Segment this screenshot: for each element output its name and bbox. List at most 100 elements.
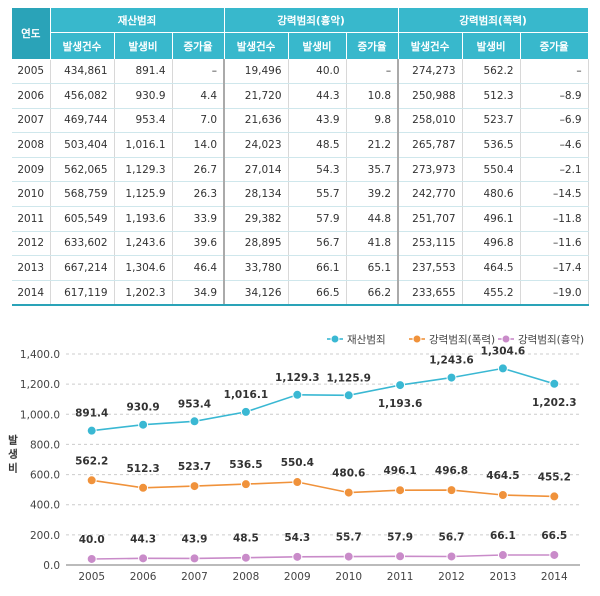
series-2-data-label: 66.5 xyxy=(541,530,567,542)
x-tick-label: 2014 xyxy=(541,571,568,583)
subheader-growth: 증가율 xyxy=(172,32,225,59)
series-1-point xyxy=(549,491,560,502)
table-cell: 56.7 xyxy=(288,231,347,257)
year-cell: 2013 xyxy=(12,255,51,281)
table-cell: 667,214 xyxy=(50,255,115,281)
series-2-data-label: 56.7 xyxy=(439,531,465,543)
table-cell: –14.5 xyxy=(520,181,589,208)
series-2-data-label: 54.3 xyxy=(284,532,310,544)
legend-marker-0 xyxy=(330,334,340,344)
series-1-data-label: 536.5 xyxy=(229,459,262,471)
table-cell: 40.0 xyxy=(288,59,347,85)
table-cell: 456,082 xyxy=(50,83,115,109)
table-subheader-row: 발생건수 발생비 증가율 발생건수 발생비 증가율 발생건수 발생비 증가율 xyxy=(12,32,589,59)
series-0-point xyxy=(497,363,508,374)
table-cell: 1,193.6 xyxy=(114,206,173,232)
y-axis-title-char: 발 xyxy=(8,434,18,447)
table-cell: 34,126 xyxy=(224,280,289,307)
year-cell: 2007 xyxy=(12,108,51,134)
series-2-point xyxy=(343,551,354,562)
table-row: 2013 667,214 1,304.6 46.4 33,780 66.1 65.1 237,… xyxy=(12,255,589,281)
series-0-data-label: 953.4 xyxy=(178,398,211,410)
table-row: 2014 617,119 1,202.3 34.9 34,126 66.5 66.2 233,… xyxy=(12,280,589,307)
x-tick-label: 2010 xyxy=(335,571,362,583)
table-cell: – xyxy=(520,59,589,85)
series-1-data-label: 464.5 xyxy=(486,470,519,482)
table-cell: 568,759 xyxy=(50,181,115,208)
series-1-data-label: 550.4 xyxy=(281,457,314,469)
series-0-point xyxy=(86,425,97,436)
table-cell: 274,273 xyxy=(398,59,463,85)
y-tick-label: 400.0 xyxy=(30,500,60,512)
table-cell: –11.6 xyxy=(520,231,589,257)
table-cell: –17.4 xyxy=(520,255,589,281)
table-cell: 27,014 xyxy=(224,157,289,183)
table-cell: – xyxy=(172,59,226,85)
table-cell: 44.8 xyxy=(346,206,400,232)
year-cell: 2005 xyxy=(12,59,51,85)
table-cell: 250,988 xyxy=(398,83,463,109)
table-row: 2005 434,861 891.4–19,496 40.0–274,273 562.2… xyxy=(12,59,589,85)
x-tick-label: 2006 xyxy=(130,571,157,583)
year-column-header: 연도 xyxy=(12,8,51,60)
table-cell: 1,125.9 xyxy=(114,181,173,208)
table-cell: 44.3 xyxy=(288,83,347,109)
series-1-point xyxy=(497,489,508,500)
year-cell: 2009 xyxy=(12,157,51,183)
legend-label-1: 강력범죄(폭력) xyxy=(429,334,495,346)
series-line-1 xyxy=(91,479,555,498)
table-row: 2010 568,759 1,125.9 26.3 28,134 55.7 39.2 242,… xyxy=(12,181,589,208)
table-cell: 10.8 xyxy=(346,83,400,109)
series-2-point xyxy=(446,551,457,562)
x-tick-label: 2007 xyxy=(181,571,208,583)
series-2-data-label: 66.1 xyxy=(490,530,516,542)
series-0-point xyxy=(138,419,149,430)
series-1-point xyxy=(395,485,406,496)
table-cell: 891.4 xyxy=(114,59,173,85)
series-0-point xyxy=(343,390,354,401)
series-1-point xyxy=(138,482,149,493)
table-cell: 26.3 xyxy=(172,181,226,208)
y-tick-label: 1,400.0 xyxy=(20,349,60,361)
series-2-point xyxy=(86,553,97,564)
legend-marker-2 xyxy=(501,334,511,344)
y-axis-title-char: 비 xyxy=(8,462,18,475)
subheader-rate: 발생비 xyxy=(288,32,347,59)
series-0-point xyxy=(292,389,303,400)
table-cell: 43.9 xyxy=(288,108,347,134)
table-cell: 21.2 xyxy=(346,132,400,158)
series-0-data-label: 1,016.1 xyxy=(224,389,269,401)
y-tick-label: 0.0 xyxy=(43,560,60,572)
table-cell: 265,787 xyxy=(398,132,463,158)
group-header-violent-assault: 강력범죄(폭력) xyxy=(398,8,589,33)
series-2-point xyxy=(138,553,149,564)
year-cell: 2012 xyxy=(12,231,51,257)
table-cell: 39.6 xyxy=(172,231,226,257)
table-cell: 54.3 xyxy=(288,157,347,183)
subheader-rate: 발생비 xyxy=(462,32,521,59)
table-cell: 251,707 xyxy=(398,206,463,232)
crime-rate-line-chart: 0.0 200.0 400.0 600.0 800.0 1,000.0 1,200.0 1,4… xyxy=(8,333,584,583)
y-tick-label: 600.0 xyxy=(30,470,60,482)
y-tick-label: 1,000.0 xyxy=(20,409,60,421)
group-header-violent-heinous: 강력범죄(흉악) xyxy=(224,8,399,33)
subheader-count: 발생건수 xyxy=(398,32,463,59)
table-cell: 536.5 xyxy=(462,132,521,158)
series-2-point xyxy=(292,551,303,562)
table-cell: 57.9 xyxy=(288,206,347,232)
series-2-point xyxy=(549,549,560,560)
table-row: 2008 503,404 1,016.1 14.0 24,023 48.5 21.2 265,… xyxy=(12,132,589,158)
table-cell: 562.2 xyxy=(462,59,521,85)
table-cell: 28,134 xyxy=(224,181,289,208)
series-1-point xyxy=(343,487,354,498)
series-0-data-label: 1,129.3 xyxy=(275,372,320,384)
y-axis-title-char: 생 xyxy=(8,448,18,461)
subheader-rate: 발생비 xyxy=(114,32,173,59)
series-1-data-label: 523.7 xyxy=(178,461,211,473)
table-cell: 930.9 xyxy=(114,83,173,109)
table-cell: 455.2 xyxy=(462,280,521,307)
year-cell: 2008 xyxy=(12,132,51,158)
table-cell: 4.4 xyxy=(172,83,226,109)
table-cell: 233,655 xyxy=(398,280,463,307)
x-tick-label: 2013 xyxy=(490,571,517,583)
